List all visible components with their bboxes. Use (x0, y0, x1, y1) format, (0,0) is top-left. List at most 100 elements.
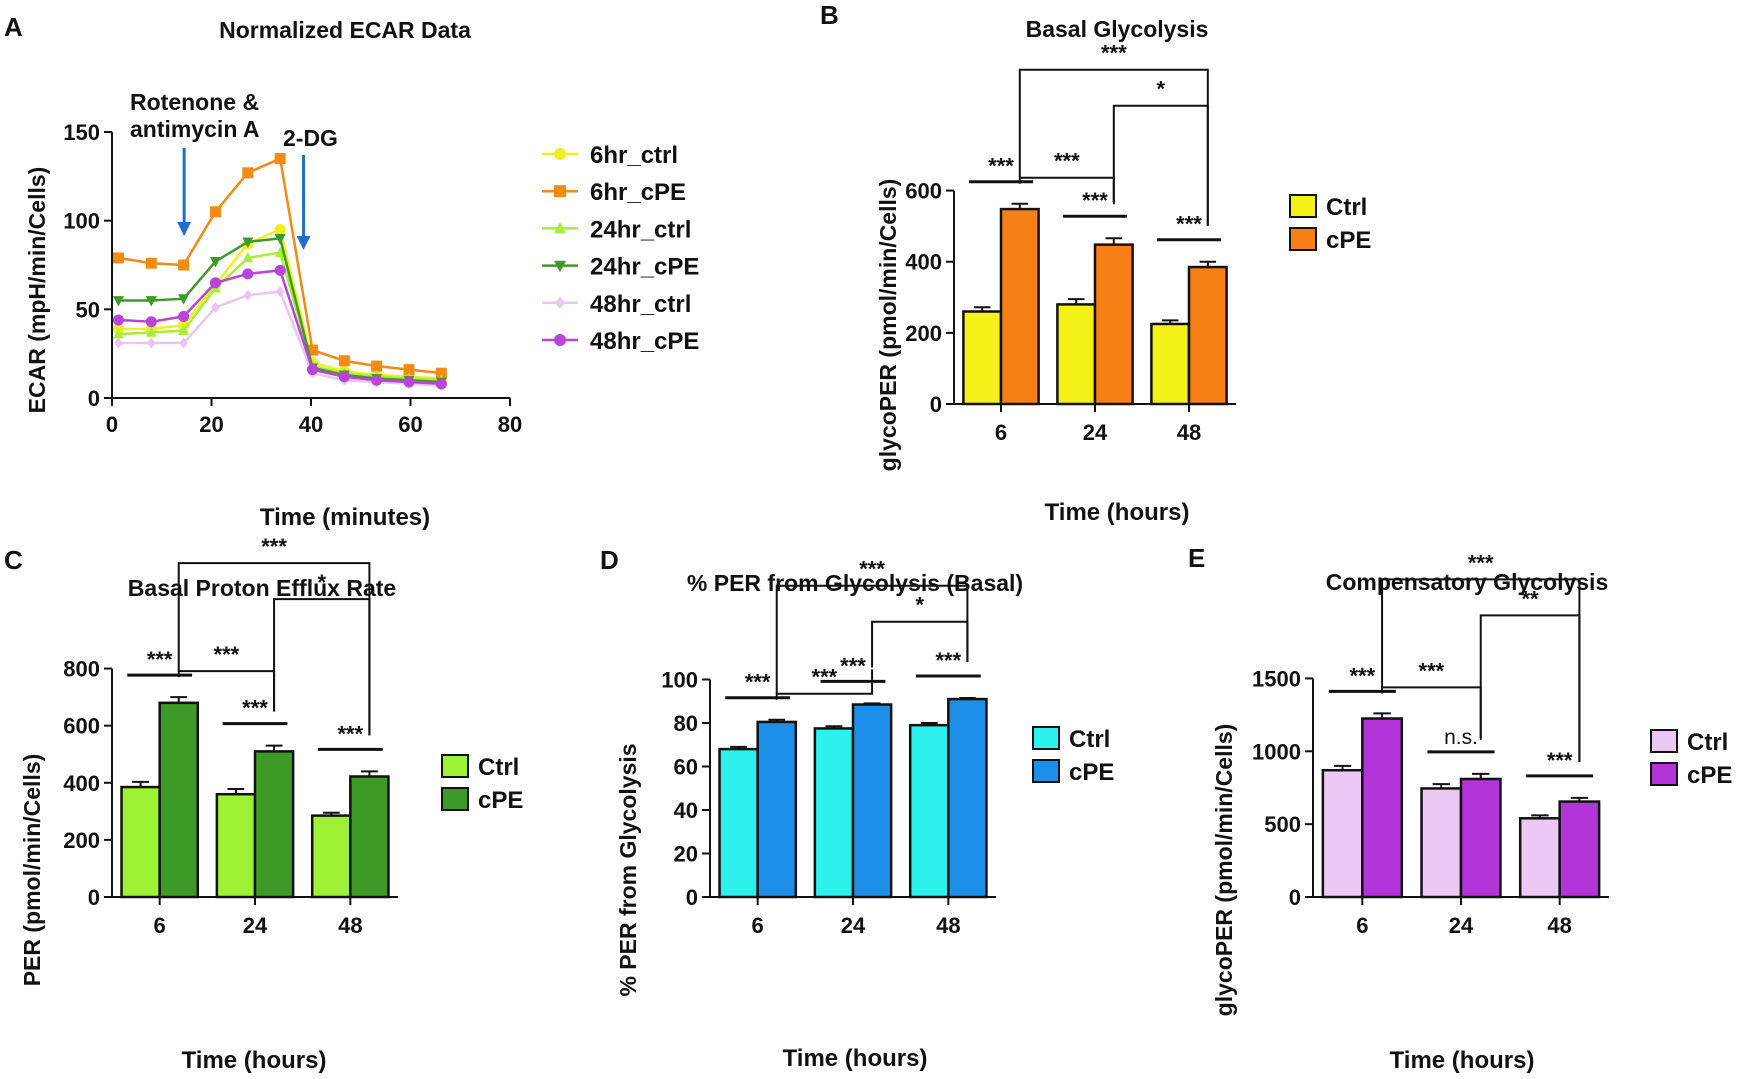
bar (1459, 777, 1502, 899)
data-point (403, 364, 415, 376)
y-tick-label: 200 (905, 321, 942, 346)
y-tick-label: 0 (88, 386, 100, 411)
data-point (114, 337, 123, 349)
comparison-label: * (915, 593, 924, 618)
panel-e-letter: E (1188, 543, 1205, 573)
panel-b-title: Basal Glycolysis (1026, 16, 1209, 42)
bar (756, 720, 798, 899)
legend-label: Ctrl (478, 754, 519, 781)
data-point (209, 257, 221, 268)
data-point (178, 310, 190, 322)
panel-b-x-axis-label: Time (hours) (1045, 499, 1190, 526)
data-point (274, 224, 286, 236)
panel-d: D % PER from Glycolysis (Basal) 0 20 40 60 8… (600, 545, 1114, 1072)
bar (1321, 768, 1364, 899)
bar (851, 703, 893, 899)
significance-label: *** (1176, 212, 1202, 237)
legend-label: 48hr_cPE (590, 328, 699, 355)
data-point (435, 367, 447, 379)
significance-label: *** (337, 721, 363, 746)
legend-swatch (1650, 762, 1678, 786)
x-tick-label: 80 (498, 412, 522, 437)
data-point (145, 296, 157, 307)
legend-swatch (1289, 194, 1317, 218)
y-tick-label: 400 (905, 250, 942, 275)
comparison-bracket (1479, 614, 1581, 762)
panel-e-x-axis-label: Time (hours) (1390, 1047, 1535, 1074)
significance-label: *** (1547, 748, 1573, 773)
legend-swatch (1650, 729, 1678, 753)
data-point (242, 167, 254, 179)
legend-item: Ctrl (1289, 194, 1367, 221)
bar (1056, 303, 1097, 406)
y-tick-label: 40 (674, 798, 698, 823)
legend-item: cPE (441, 787, 523, 814)
significance-label: *** (1349, 663, 1375, 688)
legend-label: Ctrl (1069, 726, 1110, 753)
data-point (338, 355, 350, 367)
y-tick-label: 600 (905, 179, 942, 204)
data-point (371, 374, 383, 386)
data-point (112, 314, 124, 326)
panel-a-y-axis-label: ECAR (mpH/min/Cells) (24, 167, 50, 414)
x-tick-label: 20 (199, 412, 223, 437)
comparison-label: *** (261, 534, 287, 559)
data-point (145, 326, 157, 337)
comparison-label: *** (1419, 658, 1445, 683)
comparison-bracket (871, 620, 969, 668)
bar (999, 207, 1040, 406)
legend-marker (554, 185, 566, 198)
comparison-bracket (1018, 176, 1115, 205)
bar (908, 723, 950, 899)
panel-e-legend: Ctrl cPE (1650, 729, 1732, 789)
panel-b-letter: B (820, 0, 839, 30)
panel-a: A Normalized ECAR Data 0 50 100 150 0 20 40 60 8… (4, 12, 699, 531)
panel-a-legend: 6hr_ctrl 6hr_cPE 24hr_ctrl 24hr_cPE 48hr_ctr… (542, 142, 699, 355)
panel-a-axes: 0 50 100 150 0 20 40 60 80 (63, 120, 522, 437)
data-point (112, 296, 124, 307)
legend-item: 48hr_cPE (542, 328, 699, 355)
data-point (146, 337, 156, 349)
legend-item: 24hr_ctrl (542, 216, 691, 243)
comparison-label: * (317, 570, 326, 595)
panel-a-series (112, 153, 447, 392)
significance-label: *** (242, 696, 268, 721)
legend-item: 6hr_ctrl (542, 142, 678, 169)
legend-label: Ctrl (1687, 729, 1728, 756)
x-tick-label: 48 (936, 913, 960, 938)
data-point (211, 302, 220, 314)
significance-label: *** (745, 670, 771, 695)
bar (947, 697, 988, 899)
legend-item: Ctrl (441, 754, 519, 781)
y-tick-label: 600 (63, 714, 100, 739)
comparison-bracket (177, 670, 276, 712)
bar (962, 310, 1003, 406)
y-tick-label: 0 (930, 392, 942, 417)
significance-label: n.s. (1444, 726, 1478, 749)
y-tick-label: 0 (686, 885, 698, 910)
x-tick-label: 6 (154, 913, 166, 938)
x-tick-label: 48 (1177, 420, 1201, 445)
data-point (403, 376, 415, 388)
x-tick-label: 40 (299, 412, 323, 437)
data-point (242, 251, 254, 263)
comparison-bracket (273, 598, 371, 736)
x-tick-label: 48 (1547, 913, 1571, 938)
significance-label: *** (840, 653, 866, 678)
panel-e: E Compensatory Glycolysis 0 500 1000 1500 6 *… (1188, 543, 1732, 1074)
significance-label: *** (147, 647, 173, 672)
data-point (112, 252, 124, 264)
x-tick-label: 24 (1083, 420, 1108, 445)
legend-marker (554, 334, 566, 346)
y-tick-label: 0 (1289, 885, 1301, 910)
series-line (118, 237, 442, 384)
legend-item: cPE (1289, 227, 1371, 254)
x-tick-label: 24 (841, 913, 866, 938)
data-point (274, 234, 286, 245)
data-point (112, 328, 124, 339)
data-point (275, 286, 285, 298)
panel-a-annotations: Rotenone &antimycin A 2-DG (130, 89, 338, 250)
panel-a-letter: A (4, 12, 23, 42)
legend-label: 24hr_cPE (590, 254, 699, 281)
data-point (178, 259, 190, 271)
